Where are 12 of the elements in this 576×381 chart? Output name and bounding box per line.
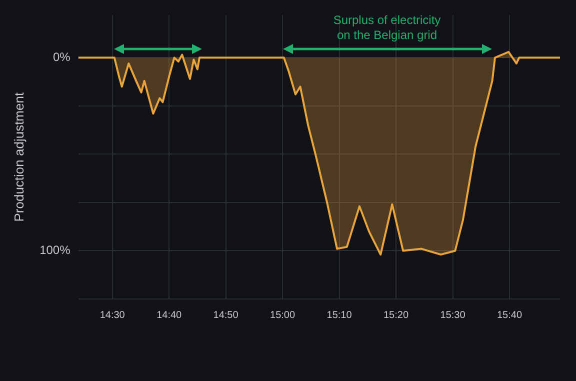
x-tick-label: 14:30 [100,310,126,321]
x-tick-label: 14:50 [213,310,239,321]
y-axis-title: Production adjustment [11,92,26,222]
x-tick-label: 15:30 [440,310,466,321]
x-tick-label: 15:20 [384,310,409,321]
annotation: Surplus of electricity on the Belgian grid [333,13,441,43]
x-tick-label: 14:40 [156,310,182,321]
x-tick-label: 15:10 [326,310,352,321]
x-tick-label: 15:00 [270,310,296,321]
x-tick-label: 15:40 [497,310,522,321]
y-tick-label: 0% [52,50,71,64]
y-tick-label: 100% [40,243,71,258]
